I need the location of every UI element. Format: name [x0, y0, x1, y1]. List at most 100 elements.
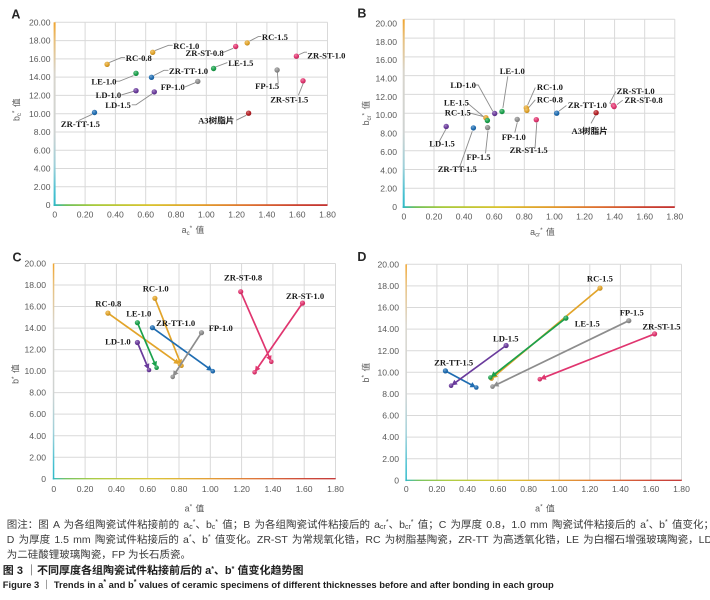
- svg-text:0.80: 0.80: [520, 484, 537, 494]
- svg-text:1.00: 1.00: [546, 212, 563, 222]
- svg-text:0.20: 0.20: [429, 484, 446, 494]
- svg-text:0.40: 0.40: [459, 484, 476, 494]
- svg-text:1.40: 1.40: [612, 484, 629, 494]
- svg-text:6.00: 6.00: [382, 411, 399, 421]
- svg-text:RC-0.8: RC-0.8: [126, 53, 153, 63]
- svg-text:18.00: 18.00: [375, 37, 397, 47]
- svg-text:16.00: 16.00: [377, 303, 399, 313]
- svg-text:LD-1.0: LD-1.0: [96, 90, 122, 100]
- svg-text:LD-1.5: LD-1.5: [105, 100, 131, 110]
- svg-text:1.00: 1.00: [202, 484, 219, 494]
- svg-text:ZR-ST-1.5: ZR-ST-1.5: [270, 95, 308, 105]
- svg-text:FP-1.0: FP-1.0: [161, 82, 185, 92]
- svg-text:LD-1.5: LD-1.5: [493, 333, 519, 343]
- svg-text:A: A: [11, 8, 20, 22]
- svg-text:16.00: 16.00: [29, 54, 51, 64]
- svg-text:6.00: 6.00: [380, 147, 397, 157]
- svg-text:D: D: [357, 250, 366, 264]
- svg-text:4.00: 4.00: [34, 164, 51, 174]
- svg-text:ZR-ST-0.8: ZR-ST-0.8: [186, 48, 225, 58]
- svg-text:1.20: 1.20: [581, 484, 598, 494]
- svg-text:ZR-TT-1.0: ZR-TT-1.0: [169, 66, 208, 76]
- svg-text:0.80: 0.80: [516, 212, 533, 222]
- svg-text:LD-1.5: LD-1.5: [429, 139, 455, 149]
- svg-text:a* 值: a* 值: [185, 504, 205, 514]
- svg-text:0.20: 0.20: [426, 212, 443, 222]
- svg-text:0: 0: [46, 200, 51, 210]
- svg-text:20.00: 20.00: [377, 259, 399, 269]
- svg-text:12.00: 12.00: [377, 346, 399, 356]
- svg-text:0: 0: [402, 212, 407, 222]
- svg-text:RC-1.0: RC-1.0: [143, 283, 169, 293]
- svg-text:RC-0.8: RC-0.8: [537, 94, 564, 104]
- svg-text:LD-1.0: LD-1.0: [450, 80, 476, 90]
- svg-text:b* 值: b* 值: [361, 363, 371, 383]
- svg-text:0.60: 0.60: [139, 484, 156, 494]
- svg-text:0: 0: [404, 484, 409, 494]
- svg-text:ZR-ST-1.5: ZR-ST-1.5: [510, 145, 548, 155]
- svg-text:ZR-ST-0.8: ZR-ST-0.8: [224, 273, 263, 283]
- svg-text:ZR-TT-1.5: ZR-TT-1.5: [434, 358, 473, 368]
- svg-text:20.00: 20.00: [375, 18, 397, 28]
- svg-text:LE-1.0: LE-1.0: [500, 66, 525, 76]
- svg-text:10.00: 10.00: [377, 367, 399, 377]
- svg-text:2.00: 2.00: [380, 184, 397, 194]
- svg-text:4.00: 4.00: [29, 431, 46, 441]
- svg-text:4.00: 4.00: [382, 432, 399, 442]
- svg-text:ZR-TT-1.0: ZR-TT-1.0: [156, 318, 195, 328]
- svg-text:18.00: 18.00: [29, 36, 51, 46]
- svg-text:1.40: 1.40: [606, 212, 623, 222]
- svg-text:2.00: 2.00: [382, 454, 399, 464]
- svg-text:0.20: 0.20: [77, 210, 94, 220]
- svg-text:0.40: 0.40: [456, 212, 473, 222]
- svg-text:ZR-TT-1.0: ZR-TT-1.0: [568, 100, 607, 110]
- svg-text:B: B: [357, 7, 366, 21]
- svg-text:14.00: 14.00: [377, 324, 399, 334]
- svg-text:FP-1.5: FP-1.5: [255, 81, 279, 91]
- svg-text:1.00: 1.00: [551, 484, 568, 494]
- svg-text:RC-1.5: RC-1.5: [262, 32, 288, 42]
- svg-text:10.00: 10.00: [29, 109, 51, 119]
- svg-text:1.80: 1.80: [666, 212, 683, 222]
- svg-text:0.40: 0.40: [108, 484, 125, 494]
- svg-text:6.00: 6.00: [34, 145, 51, 155]
- svg-text:RC-1.0: RC-1.0: [537, 82, 563, 92]
- svg-text:bc* 值: bc* 值: [11, 98, 23, 121]
- svg-text:0.60: 0.60: [486, 212, 503, 222]
- svg-text:16.00: 16.00: [375, 55, 397, 65]
- svg-text:LE-1.5: LE-1.5: [444, 98, 469, 108]
- svg-text:1.60: 1.60: [289, 210, 306, 220]
- svg-text:LD-1.0: LD-1.0: [105, 337, 131, 347]
- svg-text:6.00: 6.00: [29, 409, 46, 419]
- svg-text:0: 0: [392, 202, 397, 212]
- svg-text:0: 0: [52, 210, 57, 220]
- svg-text:ZR-TT-1.5: ZR-TT-1.5: [438, 164, 477, 174]
- svg-text:8.00: 8.00: [34, 127, 51, 137]
- svg-text:0.60: 0.60: [137, 210, 154, 220]
- svg-text:20.00: 20.00: [29, 17, 51, 27]
- svg-text:ZR-ST-1.0: ZR-ST-1.0: [286, 291, 324, 301]
- svg-text:1.40: 1.40: [265, 484, 282, 494]
- svg-text:C: C: [13, 251, 22, 265]
- svg-text:8.00: 8.00: [382, 389, 399, 399]
- svg-text:a* 值: a* 值: [535, 504, 555, 514]
- svg-text:1.80: 1.80: [327, 484, 344, 494]
- svg-text:FP-1.5: FP-1.5: [620, 308, 644, 318]
- svg-text:12.00: 12.00: [29, 91, 51, 101]
- svg-text:18.00: 18.00: [377, 281, 399, 291]
- svg-text:ZR-ST-0.8: ZR-ST-0.8: [625, 95, 664, 105]
- svg-text:0.40: 0.40: [107, 210, 124, 220]
- svg-text:1.20: 1.20: [228, 210, 245, 220]
- svg-text:1.00: 1.00: [198, 210, 215, 220]
- svg-text:14.00: 14.00: [375, 74, 397, 84]
- svg-text:14.00: 14.00: [24, 323, 46, 333]
- svg-text:12.00: 12.00: [375, 92, 397, 102]
- svg-text:8.00: 8.00: [29, 388, 46, 398]
- svg-text:ZR-ST-1.5: ZR-ST-1.5: [642, 322, 680, 332]
- svg-text:4.00: 4.00: [380, 165, 397, 175]
- svg-text:1.40: 1.40: [259, 210, 276, 220]
- svg-text:LE-1.0: LE-1.0: [91, 76, 116, 86]
- svg-text:16.00: 16.00: [24, 302, 46, 312]
- svg-text:1.80: 1.80: [319, 210, 336, 220]
- svg-text:b* 值: b* 值: [11, 364, 21, 384]
